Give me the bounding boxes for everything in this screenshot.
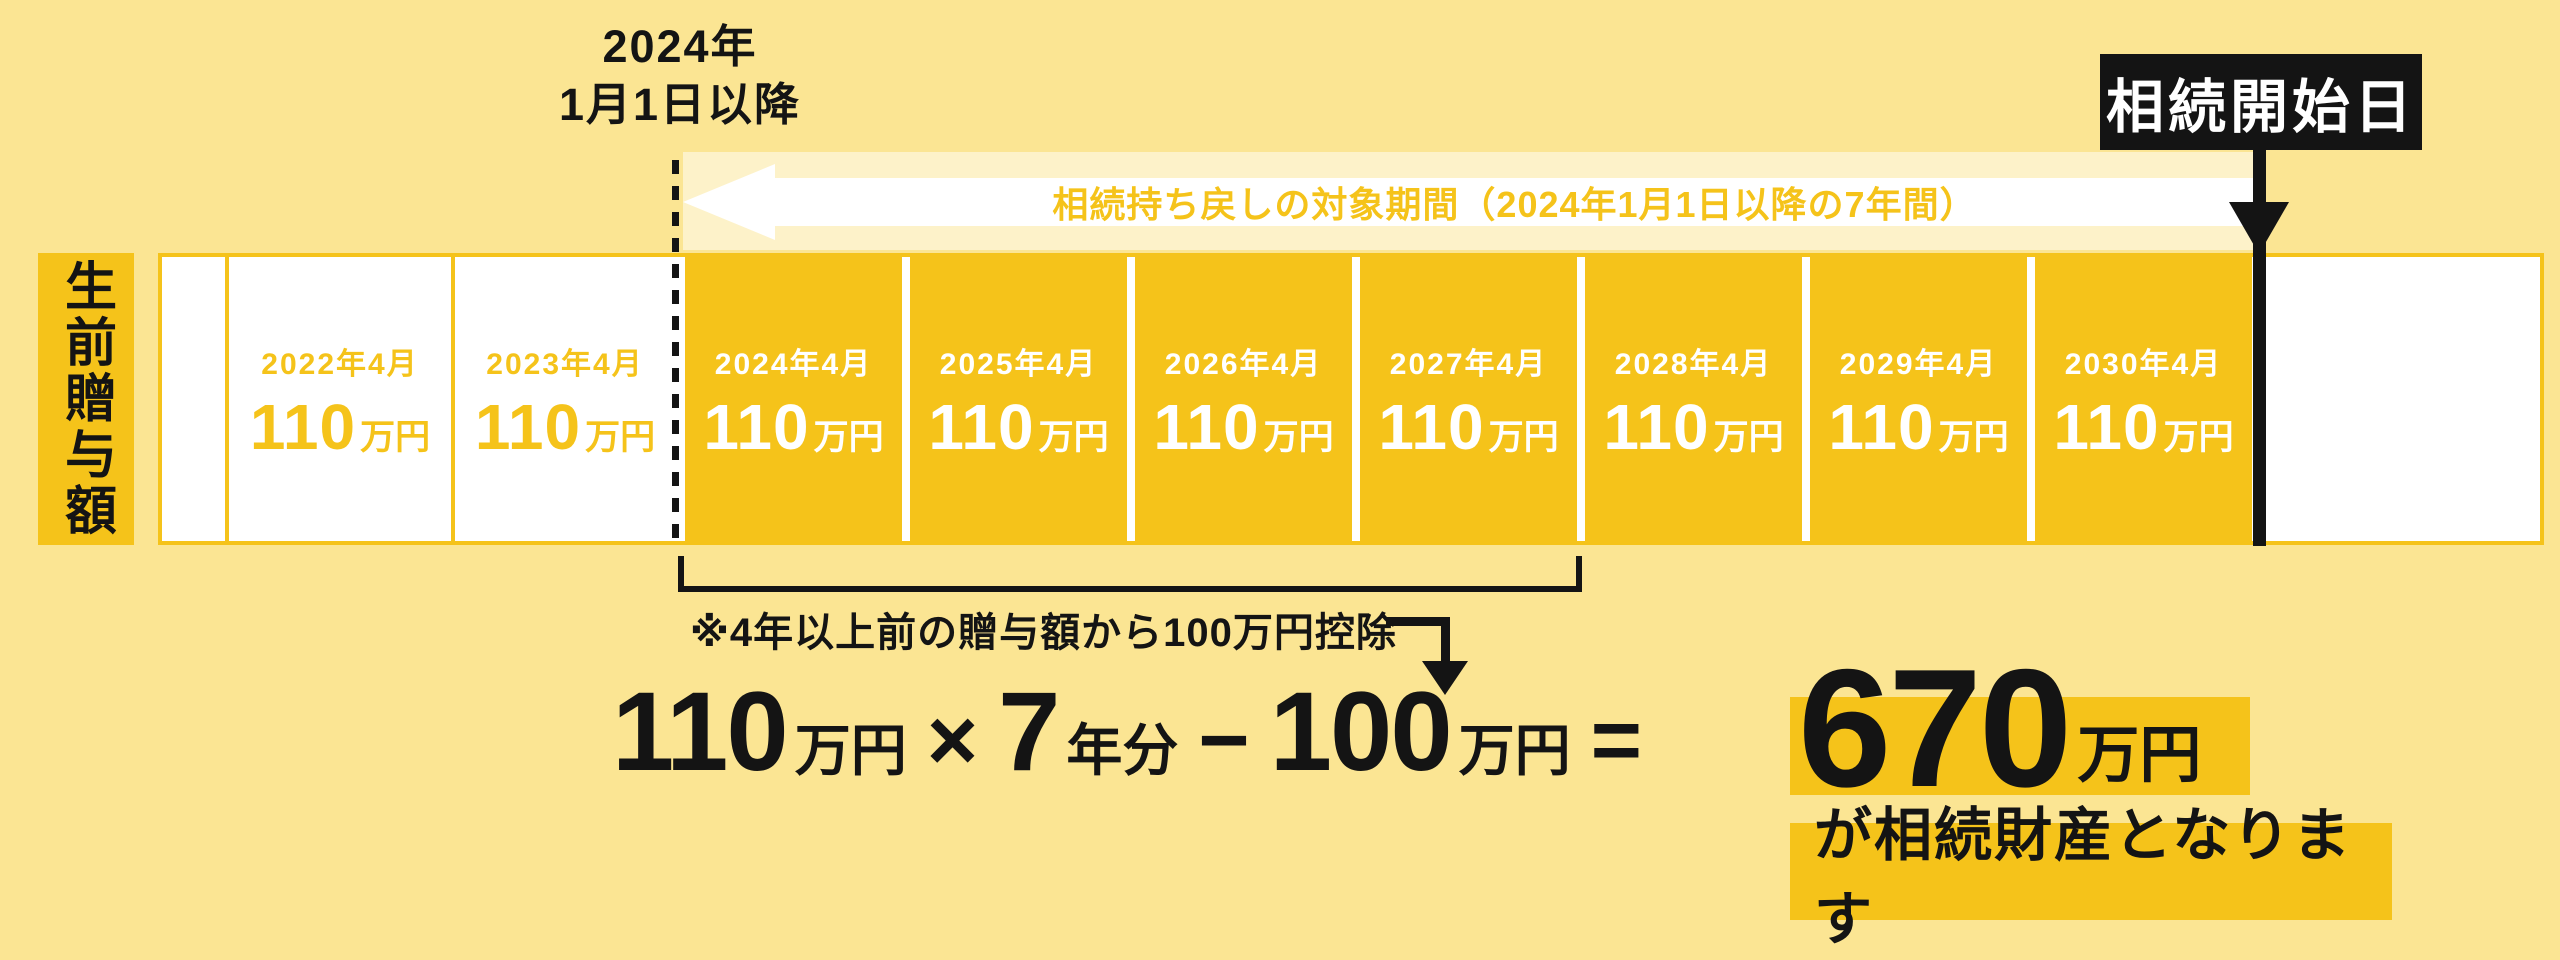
equals-sign: = [1590,690,1643,789]
inheritance-start-box: 相続開始日 [2100,54,2422,150]
cell-date: 2023年4月 [486,347,644,381]
cell-amount: 110 [703,390,810,463]
cell-date: 2025年4月 [939,347,1098,381]
cell-unit: 万円 [1488,417,1559,457]
result-unit: 万円 [2077,721,2202,790]
cell-date: 2026年4月 [1164,347,1323,381]
inheritance-start-arrowhead-icon [2229,202,2289,254]
gift-rule-start-dotted-line [672,160,679,546]
timeline-cell-2030: 2030年4月 110 万円 [2035,257,2252,541]
cell-unit: 万円 [1713,417,1784,457]
deduction-elbow-arrow-line [1441,617,1450,663]
cell-amount: 110 [928,390,1035,463]
cell-date: 2029年4月 [1839,347,1998,381]
formula-years: 7 [998,669,1060,794]
formula-row: 110 万円 × 7 年分 − 100 万円 = [612,676,1662,796]
cell-unit: 万円 [360,417,431,457]
timeline-row: 2022年4月 110 万円 2023年4月 110 万円 2024年4月 110 万… [158,253,2544,545]
formula-deduction: 100 [1269,669,1453,794]
gift-amount-axis-label: 生前贈与額 [38,253,134,545]
formula-amount-unit: 万円 [794,719,907,782]
timeline-cell-2027: 2027年4月 110 万円 [1360,257,1577,541]
gift-rule-start-line1: 2024年 [602,21,758,72]
cell-amount: 110 [1378,390,1485,463]
deduction-elbow-arrow-icon [1386,617,1450,626]
formula-amount: 110 [612,669,789,794]
deduction-arrowhead-icon [1422,661,1468,695]
minus-sign: − [1198,690,1250,789]
timeline-cell-2025: 2025年4月 110 万円 [910,257,1127,541]
gift-rule-start-line2: 1月1日以降 [558,78,802,130]
cell-amount: 110 [1603,390,1710,463]
formula-years-unit: 年分 [1066,719,1179,782]
cell-unit: 万円 [1038,417,1109,457]
result-amount: 670 [1798,633,2072,822]
cell-unit: 万円 [813,417,884,457]
cell-amount: 110 [474,390,582,463]
cell-unit: 万円 [1263,417,1334,457]
cell-unit: 万円 [585,417,656,457]
gift-rule-start-label: 2024年 1月1日以降 [470,18,890,133]
cell-amount: 110 [1828,390,1935,463]
cell-amount: 110 [2053,390,2160,463]
timeline-cell-2022: 2022年4月 110 万円 [229,257,451,541]
formula-deduction-unit: 万円 [1458,719,1571,782]
timeline-cell-2029: 2029年4月 110 万円 [1810,257,2027,541]
multiply-sign: × [926,690,979,789]
clawback-period-label: 相続持ち戻しの対象期間（2024年1月1日以降の7年間） [1052,184,1977,225]
cell-amount: 110 [1153,390,1260,463]
cell-unit: 万円 [1938,417,2009,457]
deduction-bracket [678,556,1582,592]
result-caption: が相続財産となります [1790,803,2392,952]
timeline-cell-2028: 2028年4月 110 万円 [1585,257,1802,541]
timeline-cell-2023: 2023年4月 110 万円 [455,257,675,541]
cell-date: 2022年4月 [261,347,419,381]
cell-date: 2030年4月 [2064,347,2223,381]
timeline-separator [451,257,455,541]
deduction-note: ※4年以上前の贈与額から100万円控除 [690,611,1397,655]
cell-unit: 万円 [2163,417,2234,457]
result-highlight: 670 万円 [1790,643,2250,812]
inheritance-start-label: 相続開始日 [2105,75,2416,140]
timeline-cell-2026: 2026年4月 110 万円 [1135,257,1352,541]
timeline-separator [225,257,229,541]
timeline-cell-2024: 2024年4月 110 万円 [685,257,902,541]
cell-amount: 110 [249,390,357,463]
cell-date: 2024年4月 [714,347,873,381]
cell-date: 2027年4月 [1389,347,1548,381]
cell-date: 2028年4月 [1614,347,1773,381]
